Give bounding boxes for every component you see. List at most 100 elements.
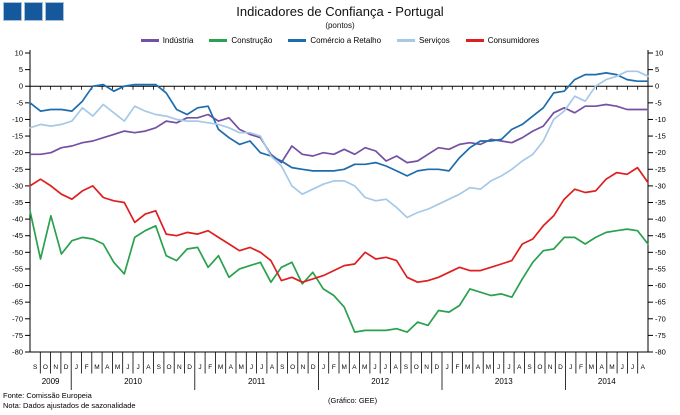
svg-text:M: M [115, 364, 120, 371]
svg-text:F: F [85, 364, 89, 371]
svg-text:F: F [332, 364, 336, 371]
chart-subtitle: (pontos) [325, 21, 355, 30]
svg-text:-55: -55 [655, 264, 666, 273]
svg-text:J: J [497, 364, 500, 371]
svg-text:-35: -35 [12, 198, 23, 207]
series-line-com-rcio-a-retalho [29, 72, 649, 177]
svg-text:A: A [105, 364, 110, 371]
svg-text:J: J [621, 364, 624, 371]
svg-text:M: M [94, 364, 99, 371]
svg-text:J: J [250, 364, 253, 371]
svg-text:-50: -50 [12, 248, 23, 257]
svg-text:J: J [198, 364, 201, 371]
svg-text:-20: -20 [12, 148, 23, 157]
svg-text:S: S [527, 364, 532, 371]
svg-text:-45: -45 [655, 231, 666, 240]
svg-text:F: F [208, 364, 212, 371]
svg-text:N: N [548, 364, 553, 371]
legend-item-com-rcio-a-retalho: Comércio a Retalho [288, 36, 381, 45]
svg-text:D: D [558, 364, 563, 371]
legend-item-consumidores: Consumidores [465, 36, 540, 45]
svg-text:2014: 2014 [598, 377, 616, 386]
svg-text:10: 10 [15, 49, 23, 58]
credit-note: (Gráfico: GEE) [328, 396, 378, 405]
svg-text:-50: -50 [655, 248, 666, 257]
svg-text:-70: -70 [12, 314, 23, 323]
seasonal-note: Nota: Dados ajustados de sazonalidade [3, 401, 136, 410]
svg-text:A: A [352, 364, 357, 371]
svg-text:2009: 2009 [42, 377, 60, 386]
svg-text:5: 5 [19, 65, 23, 74]
svg-text:A: A [641, 364, 646, 371]
logo-square [3, 2, 22, 21]
legend-label: Comércio a Retalho [310, 36, 382, 45]
svg-text:M: M [465, 364, 470, 371]
svg-text:-35: -35 [655, 198, 666, 207]
svg-text:M: M [341, 364, 346, 371]
svg-text:M: M [486, 364, 491, 371]
svg-text:S: S [157, 364, 162, 371]
gee-logo [3, 2, 64, 21]
svg-text:M: M [609, 364, 614, 371]
svg-text:0: 0 [19, 82, 23, 91]
svg-text:S: S [33, 364, 38, 371]
svg-text:A: A [270, 364, 275, 371]
svg-text:S: S [280, 364, 285, 371]
svg-text:-15: -15 [12, 132, 23, 141]
svg-text:J: J [507, 364, 510, 371]
svg-text:A: A [229, 364, 234, 371]
svg-text:-15: -15 [655, 132, 666, 141]
svg-text:-40: -40 [655, 215, 666, 224]
svg-text:F: F [455, 364, 459, 371]
svg-text:D: D [434, 364, 439, 371]
svg-text:N: N [177, 364, 182, 371]
svg-text:2013: 2013 [495, 377, 513, 386]
svg-text:M: M [218, 364, 223, 371]
svg-text:-65: -65 [12, 298, 23, 307]
svg-text:D: D [187, 364, 192, 371]
legend-line-marker [465, 39, 484, 42]
svg-text:-80: -80 [655, 348, 666, 357]
logo-square [45, 2, 64, 21]
legend-line-marker [209, 39, 228, 42]
series-line-servi-os [29, 70, 649, 219]
svg-text:N: N [424, 364, 429, 371]
series-line-ind-stria [29, 103, 649, 164]
svg-text:J: J [384, 364, 387, 371]
svg-text:J: J [569, 364, 572, 371]
svg-text:J: J [137, 364, 140, 371]
svg-text:J: J [446, 364, 449, 371]
legend-item-ind-stria: Indústria [140, 36, 193, 45]
svg-text:A: A [517, 364, 522, 371]
svg-text:S: S [404, 364, 409, 371]
chart-legend: Indústria Construção Comércio a Retalho Ser… [0, 36, 680, 45]
svg-text:-60: -60 [655, 281, 666, 290]
series-line-consumidores [29, 166, 649, 284]
x-axis-bottom [30, 351, 648, 390]
svg-text:10: 10 [655, 49, 663, 58]
svg-text:2011: 2011 [248, 377, 266, 386]
year-labels: 2009 2010 2011 2012 2013 2014 [42, 377, 617, 386]
svg-text:J: J [260, 364, 263, 371]
svg-text:5: 5 [655, 65, 659, 74]
svg-text:-55: -55 [12, 264, 23, 273]
logo-square [24, 2, 43, 21]
svg-text:0: 0 [655, 82, 659, 91]
svg-text:J: J [126, 364, 129, 371]
svg-text:-30: -30 [12, 181, 23, 190]
legend-line-marker [288, 39, 307, 42]
svg-text:O: O [414, 364, 419, 371]
svg-text:D: D [64, 364, 69, 371]
svg-text:J: J [631, 364, 634, 371]
svg-text:J: J [322, 364, 325, 371]
legend-line-marker [140, 39, 159, 42]
legend-label: Serviços [419, 36, 450, 45]
svg-text:J: J [75, 364, 78, 371]
legend-label: Consumidores [487, 36, 540, 45]
svg-text:-45: -45 [12, 231, 23, 240]
svg-text:O: O [537, 364, 542, 371]
y-tick-labels: 10 10 5 5 0 0 -5 -5 -10 -10 -15 -15 -20 -20 -25 -25 -30 -… [12, 49, 666, 357]
